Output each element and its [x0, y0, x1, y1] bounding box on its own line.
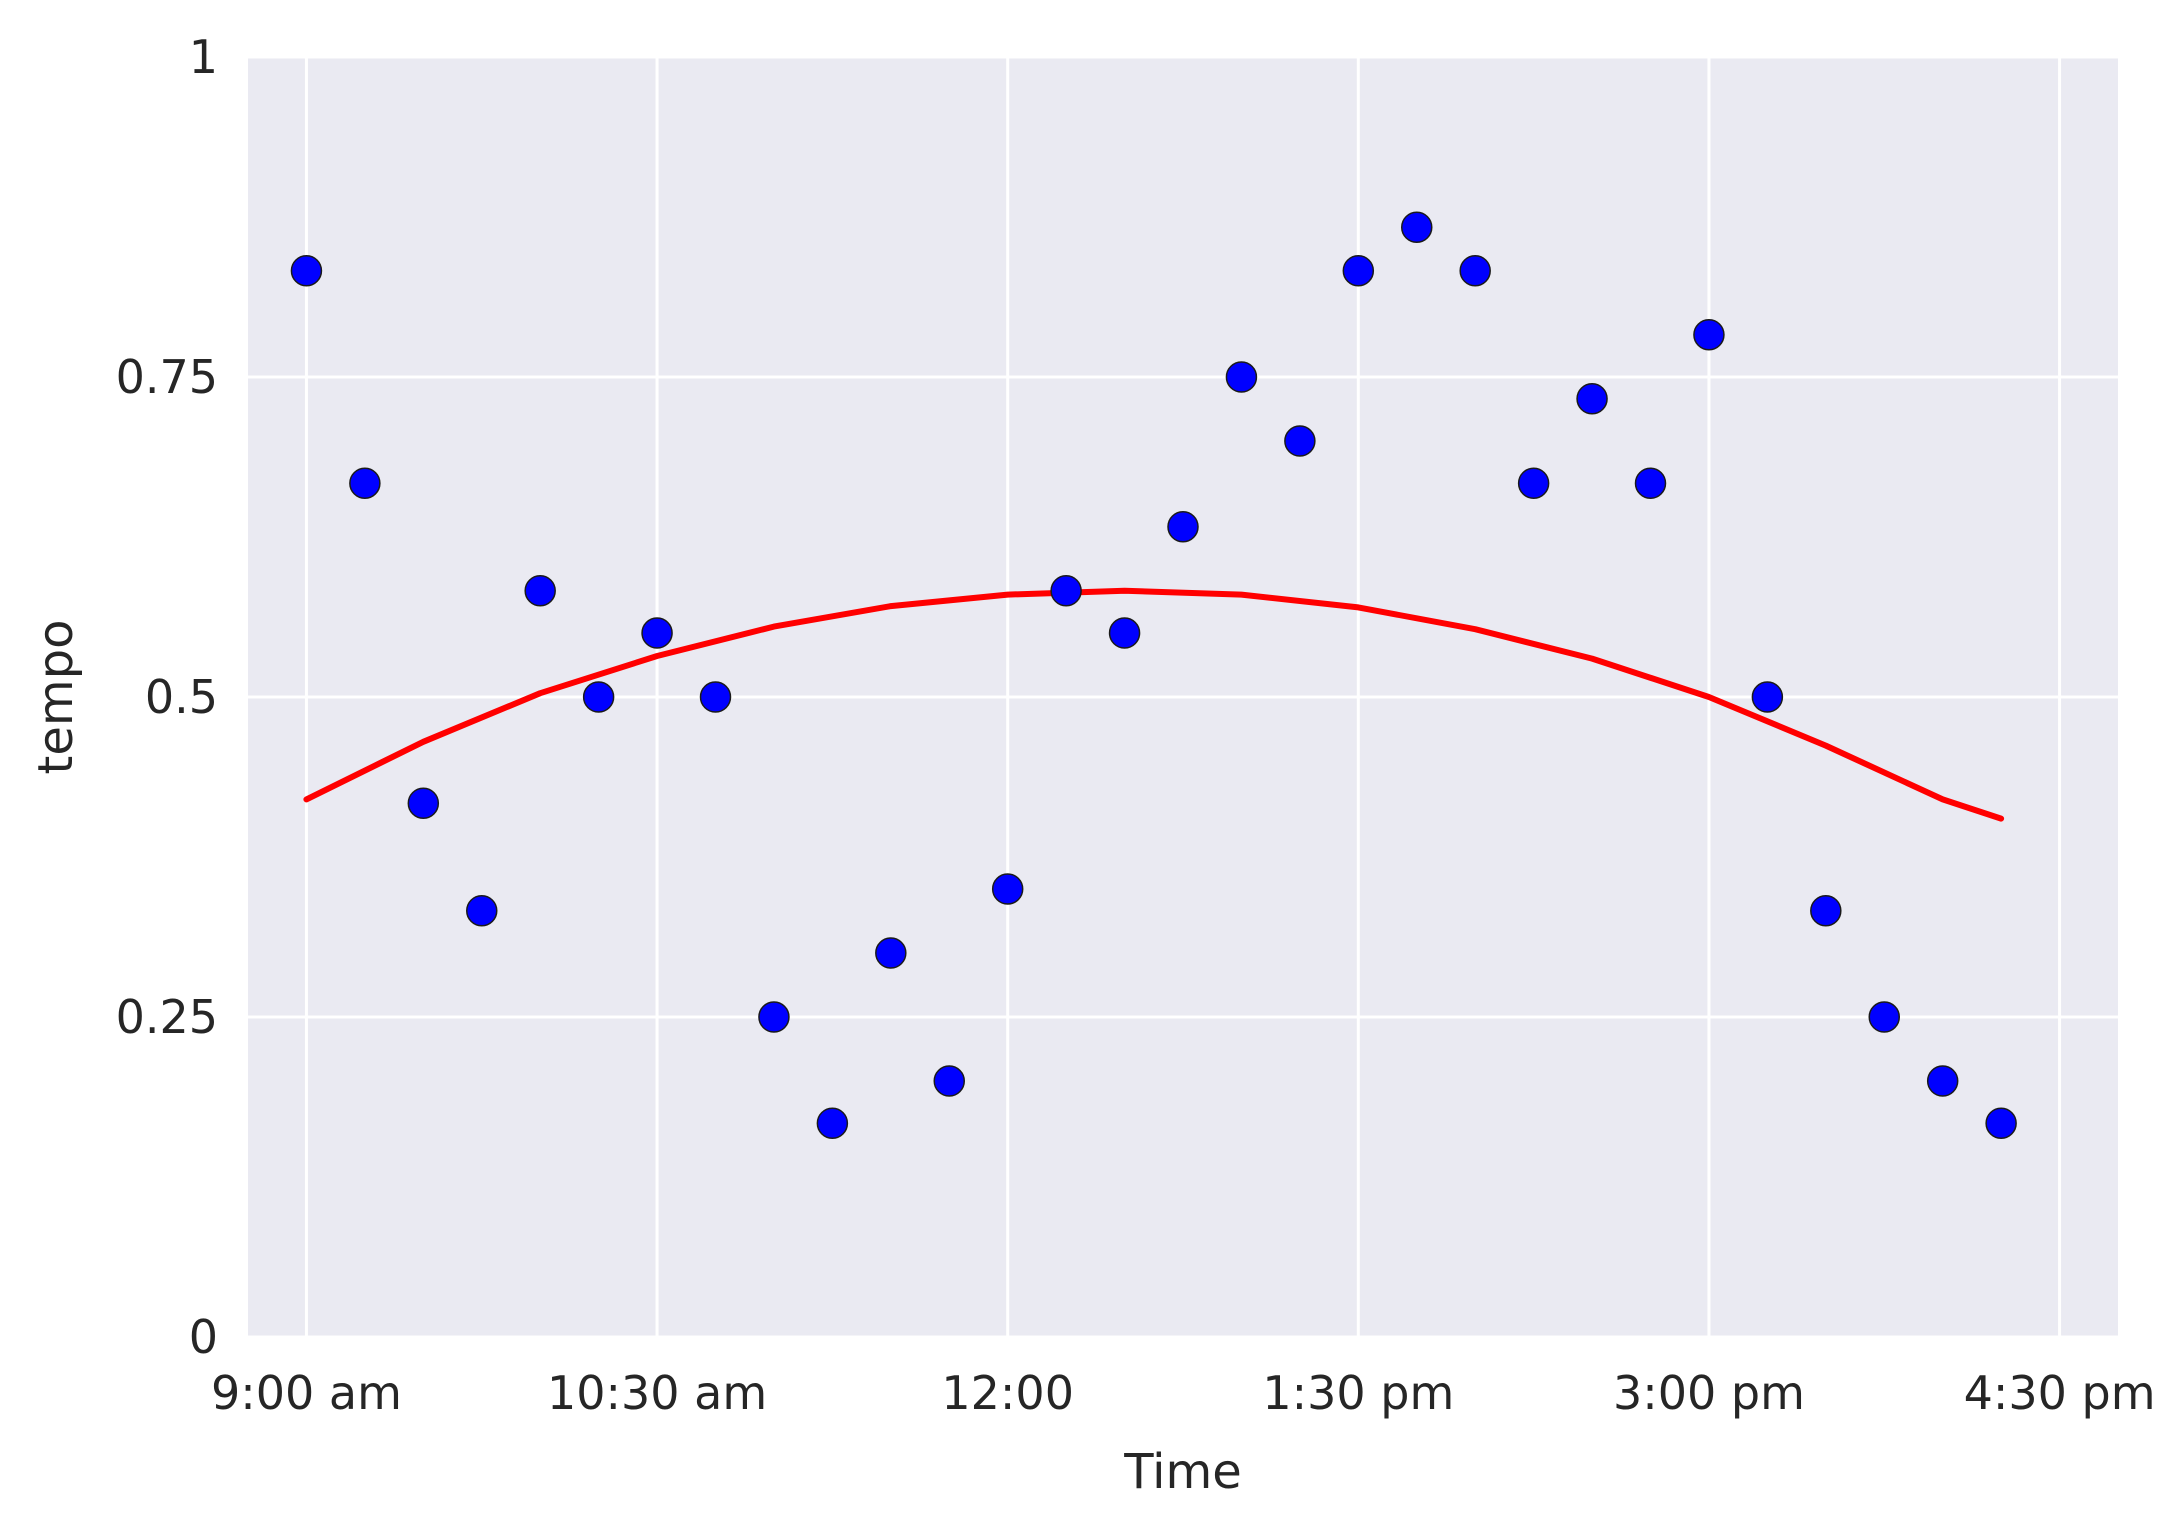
- scatter-point: [349, 467, 381, 499]
- scatter-point: [1576, 383, 1608, 415]
- scatter-point: [1985, 1107, 2017, 1139]
- scatter-point: [816, 1107, 849, 1139]
- scatter-point: [290, 255, 323, 287]
- scatter-point: [1342, 255, 1375, 287]
- y-tick-label: 0.5: [145, 670, 218, 724]
- trend-line: [303, 587, 2005, 822]
- scatter-point: [933, 1065, 965, 1097]
- scatter-point: [1401, 211, 1433, 243]
- y-tick-label: 0.75: [116, 350, 218, 404]
- y-tick-label: 0.25: [116, 990, 218, 1044]
- scatter-point: [1225, 361, 1258, 393]
- scatter-point: [1284, 425, 1316, 457]
- scatter-point: [1050, 575, 1082, 607]
- x-tick-label: 3:00 pm: [1613, 1366, 1805, 1420]
- scatter-point: [1926, 1065, 1959, 1097]
- y-tick-labels: 0 0.25 0.5 0.75 1: [116, 30, 218, 1364]
- scatter-points: [290, 211, 2017, 1139]
- scatter-point: [1868, 1001, 1900, 1033]
- scatter-point: [1634, 467, 1667, 499]
- grid-lines: [248, 55, 2118, 1339]
- trend-line-group: [303, 587, 2005, 822]
- scatter-point: [1810, 895, 1842, 927]
- x-tick-label: 1:30 pm: [1262, 1366, 1454, 1420]
- scatter-point: [1517, 467, 1550, 499]
- scatter-point: [1693, 319, 1725, 351]
- scatter-point: [1459, 255, 1491, 287]
- scatter-point: [641, 617, 673, 649]
- y-tick-label: 0: [189, 1310, 218, 1364]
- scatter-point: [758, 1001, 790, 1033]
- scatter-point: [991, 873, 1024, 905]
- scatter-point: [699, 681, 732, 713]
- scatter-point: [582, 681, 615, 713]
- x-tick-label: 12:00: [941, 1366, 1074, 1420]
- y-axis-title: tempo: [28, 620, 84, 775]
- scatter-point: [1751, 681, 1784, 713]
- x-tick-labels: 9:00 am 10:30 am 12:00 1:30 pm 3:00 pm 4:30 p…: [211, 1366, 2156, 1420]
- x-tick-label: 9:00 am: [211, 1366, 402, 1420]
- y-tick-label: 1: [189, 30, 218, 84]
- x-axis-title: Time: [1123, 1444, 1241, 1500]
- scatter-point: [1167, 511, 1199, 543]
- scatter-point: [1108, 617, 1141, 649]
- scatter-point: [524, 575, 556, 607]
- scatter-point: [407, 787, 440, 819]
- scatter-point: [466, 895, 498, 927]
- x-tick-label: 4:30 pm: [1964, 1366, 2156, 1420]
- x-tick-label: 10:30 am: [547, 1366, 767, 1420]
- scatter-point: [875, 937, 907, 969]
